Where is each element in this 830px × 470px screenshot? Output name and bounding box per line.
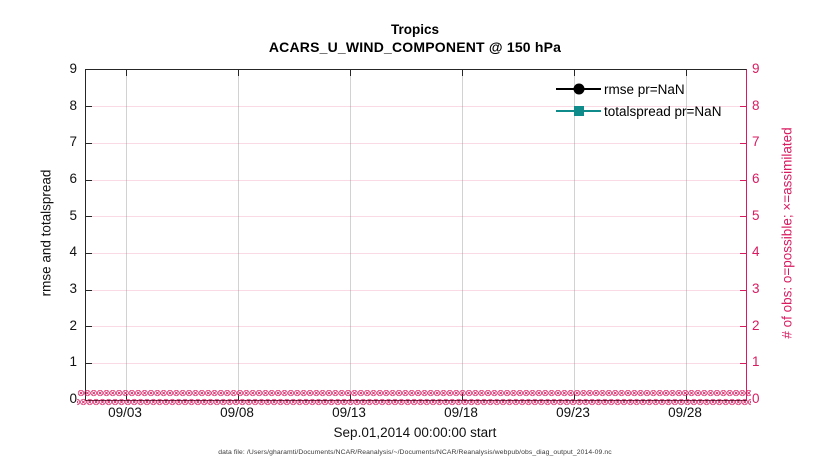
top-axis-tick [349, 70, 351, 76]
legend-label: totalspread pr=NaN [604, 103, 722, 119]
y-tick-label-left: 2 [69, 317, 77, 333]
left-axis-tick [86, 326, 92, 328]
y-axis-label-left: rmse and totalspread [38, 169, 54, 297]
legend-item: totalspread pr=NaN [556, 100, 721, 122]
legend-label: rmse pr=NaN [604, 81, 685, 97]
x-tick-label: 09/28 [668, 405, 702, 420]
right-axis-tick [740, 142, 746, 144]
gridline-horizontal [86, 326, 746, 328]
top-axis-tick [125, 70, 127, 76]
y-tick-label-left: 5 [69, 207, 77, 223]
y-tick-label-left: 0 [69, 391, 77, 406]
chart-subtitle: ACARS_U_WIND_COMPONENT @ 150 hPa [268, 39, 562, 55]
gridline-horizontal [86, 252, 746, 254]
circle-marker-icon [573, 83, 584, 95]
y-axis-label-right: # of obs: o=possible; ×=assimilated [779, 127, 795, 339]
x-tick-label: 09/03 [108, 405, 142, 420]
y-tick-label-right: 2 [752, 317, 760, 333]
x-axis-label: Sep.01,2014 00:00:00 start [333, 425, 497, 440]
gridline-vertical [237, 70, 239, 400]
gridline-vertical [125, 70, 127, 400]
top-axis-tick [461, 70, 463, 76]
gridline-horizontal [86, 362, 746, 364]
y-tick-label-left: 8 [69, 97, 77, 113]
right-axis-tick [740, 179, 746, 181]
gridline-horizontal [86, 179, 746, 181]
legend: rmse pr=NaN totalspread pr=NaN [556, 78, 721, 122]
y-tick-label-left: 9 [69, 61, 77, 76]
left-axis-tick [86, 216, 92, 218]
y-tick-label-right: 1 [752, 354, 760, 370]
left-axis-tick [86, 252, 92, 254]
x-tick-label: 09/18 [444, 405, 478, 420]
top-axis-tick [237, 70, 239, 76]
bottom-axis-tick [237, 394, 239, 400]
data-file-caption: data file: /Users/gharamti/Documents/NCA… [218, 449, 612, 456]
y-tick-label-left: 7 [69, 134, 77, 150]
legend-line-sample [556, 83, 601, 95]
y-tick-label-right: 9 [752, 61, 760, 76]
right-axis-tick [740, 252, 746, 254]
bottom-axis-tick [125, 394, 127, 400]
y-tick-label-right: 4 [752, 244, 760, 260]
obs-markers-row: ⊗⊗⊗⊗⊗⊗⊗⊗⊗⊗⊗⊗⊗⊗⊗⊗⊗⊗⊗⊗⊗⊗⊗⊗⊗⊗⊗⊗⊗⊗⊗⊗⊗⊗⊗⊗⊗⊗⊗⊗… [77, 396, 751, 408]
right-axis-tick [740, 106, 746, 108]
x-tick-label: 09/13 [332, 405, 366, 420]
y-tick-label-right: 7 [752, 134, 760, 150]
y-tick-label-right: 3 [752, 281, 760, 296]
gridline-horizontal [86, 216, 746, 218]
left-axis-tick [86, 362, 92, 364]
gridline-vertical [573, 70, 575, 400]
y-tick-label-left: 1 [69, 354, 77, 370]
left-axis-tick [86, 179, 92, 181]
gridline-horizontal [86, 142, 746, 144]
y-tick-label-left: 4 [69, 244, 77, 260]
gridline-vertical [349, 70, 351, 400]
left-axis-tick [86, 289, 92, 291]
right-axis-tick [740, 289, 746, 291]
bottom-axis-tick [573, 394, 575, 400]
gridline-horizontal [86, 106, 746, 108]
y-tick-label-left: 3 [69, 281, 77, 296]
left-axis-tick [86, 142, 92, 144]
gridline-vertical [685, 70, 687, 400]
plot-area [85, 69, 747, 401]
right-axis-tick [740, 362, 746, 364]
top-axis-tick [685, 70, 687, 76]
gridline-vertical [461, 70, 463, 400]
x-tick-label: 09/23 [556, 405, 590, 420]
zero-count-obs-marker-band: ⊗⊗⊗⊗⊗⊗⊗⊗⊗⊗⊗⊗⊗⊗⊗⊗⊗⊗⊗⊗⊗⊗⊗⊗⊗⊗⊗⊗⊗⊗⊗⊗⊗⊗⊗⊗⊗⊗⊗⊗… [77, 390, 751, 408]
y-tick-label-right: 5 [752, 207, 760, 223]
x-tick-label: 09/08 [220, 405, 254, 420]
left-axis-tick [86, 106, 92, 108]
right-axis-tick [740, 216, 746, 218]
legend-item: rmse pr=NaN [556, 78, 721, 100]
bottom-axis-tick [685, 394, 687, 400]
obs-markers-row: ⊗⊗⊗⊗⊗⊗⊗⊗⊗⊗⊗⊗⊗⊗⊗⊗⊗⊗⊗⊗⊗⊗⊗⊗⊗⊗⊗⊗⊗⊗⊗⊗⊗⊗⊗⊗⊗⊗⊗⊗… [77, 390, 751, 399]
y-tick-label-right: 6 [752, 171, 760, 186]
bottom-axis-tick [461, 394, 463, 400]
chart-title: Tropics [390, 22, 439, 37]
top-axis-tick [573, 70, 575, 76]
square-marker-icon [573, 105, 584, 116]
right-axis-tick [740, 326, 746, 328]
legend-line-sample [556, 105, 601, 116]
y-tick-label-right: 0 [752, 391, 760, 406]
y-tick-label-left: 6 [69, 171, 77, 186]
y-tick-label-right: 8 [752, 97, 760, 113]
bottom-axis-tick [349, 394, 351, 400]
gridline-horizontal [86, 289, 746, 291]
